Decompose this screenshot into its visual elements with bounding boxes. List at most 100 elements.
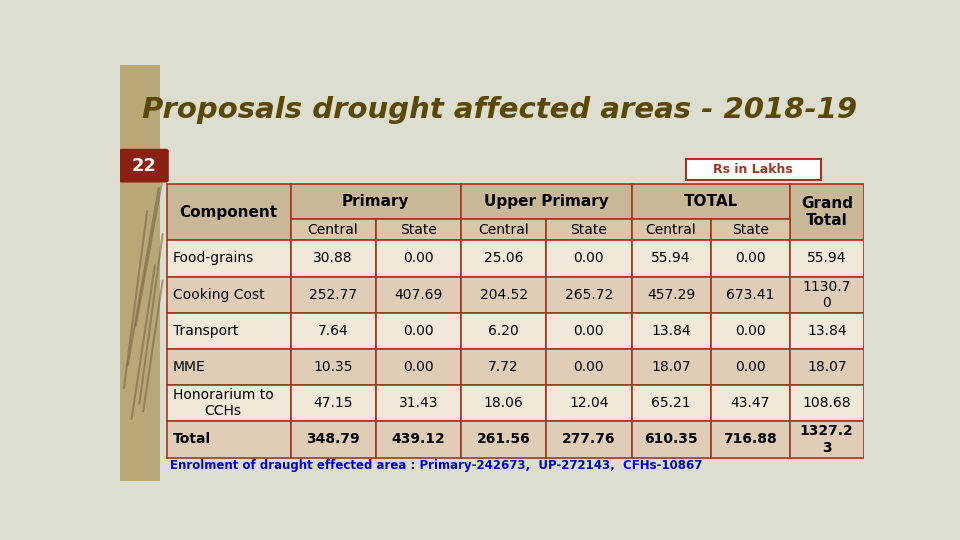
Bar — [291, 385, 375, 421]
Bar — [291, 184, 461, 219]
Text: Grand
Total: Grand Total — [801, 196, 852, 228]
Text: 7.72: 7.72 — [489, 360, 519, 374]
Bar — [291, 421, 375, 457]
Text: Central: Central — [646, 222, 696, 237]
Text: 261.56: 261.56 — [477, 433, 531, 447]
Bar — [789, 421, 864, 457]
Bar — [291, 349, 375, 385]
Text: 0.00: 0.00 — [573, 324, 604, 338]
Text: Total: Total — [173, 433, 211, 447]
Bar — [461, 219, 546, 240]
Text: Enrolment of draught effected area : Primary-242673,  UP-272143,  CFHs-10867: Enrolment of draught effected area : Pri… — [170, 459, 703, 472]
Text: 0.00: 0.00 — [403, 324, 434, 338]
Text: Central: Central — [308, 222, 358, 237]
Bar — [375, 385, 461, 421]
Text: Component: Component — [180, 205, 277, 220]
Text: 716.88: 716.88 — [723, 433, 777, 447]
Bar — [789, 240, 864, 276]
Bar — [166, 349, 291, 385]
Bar — [789, 276, 864, 313]
Bar — [461, 184, 632, 219]
Bar — [710, 349, 789, 385]
Text: 0.00: 0.00 — [734, 360, 765, 374]
Bar — [789, 349, 864, 385]
Text: 204.52: 204.52 — [480, 288, 528, 302]
Bar — [632, 276, 710, 313]
Text: 47.15: 47.15 — [313, 396, 353, 410]
Text: 7.64: 7.64 — [318, 324, 348, 338]
Bar — [291, 219, 375, 240]
Bar — [166, 385, 291, 421]
Text: 277.76: 277.76 — [563, 433, 615, 447]
Text: 0.00: 0.00 — [403, 252, 434, 266]
Bar — [166, 240, 291, 276]
Text: 25.06: 25.06 — [484, 252, 523, 266]
Text: 108.68: 108.68 — [803, 396, 852, 410]
Text: Upper Primary: Upper Primary — [484, 194, 609, 209]
Text: TOTAL: TOTAL — [684, 194, 737, 209]
Bar — [375, 349, 461, 385]
Bar — [632, 349, 710, 385]
Bar — [789, 313, 864, 349]
Text: State: State — [732, 222, 769, 237]
Bar — [120, 65, 160, 481]
Bar — [546, 349, 632, 385]
Bar — [710, 276, 789, 313]
Text: 6.20: 6.20 — [489, 324, 519, 338]
Text: State: State — [400, 222, 437, 237]
Text: Honorarium to
CCHs: Honorarium to CCHs — [173, 388, 274, 418]
Bar — [546, 385, 632, 421]
Text: 12.04: 12.04 — [569, 396, 609, 410]
Text: 673.41: 673.41 — [726, 288, 775, 302]
Text: 252.77: 252.77 — [309, 288, 357, 302]
Bar — [375, 313, 461, 349]
Text: 1327.2
3: 1327.2 3 — [800, 424, 853, 455]
Bar — [789, 385, 864, 421]
Text: 610.35: 610.35 — [644, 433, 698, 447]
Text: Food-grains: Food-grains — [173, 252, 254, 266]
Text: 31.43: 31.43 — [398, 396, 438, 410]
Text: Central: Central — [478, 222, 529, 237]
Bar — [166, 184, 291, 240]
Bar — [461, 240, 546, 276]
Text: 407.69: 407.69 — [395, 288, 443, 302]
Text: MME: MME — [173, 360, 205, 374]
Text: 55.94: 55.94 — [651, 252, 691, 266]
Bar — [461, 313, 546, 349]
Text: 265.72: 265.72 — [564, 288, 613, 302]
FancyBboxPatch shape — [120, 150, 168, 182]
Text: 457.29: 457.29 — [647, 288, 695, 302]
Text: Cooking Cost: Cooking Cost — [173, 288, 264, 302]
Bar — [710, 240, 789, 276]
Bar — [632, 385, 710, 421]
Bar — [461, 421, 546, 457]
Bar — [632, 313, 710, 349]
Bar — [632, 421, 710, 457]
Text: 0.00: 0.00 — [573, 360, 604, 374]
Text: 0.00: 0.00 — [734, 252, 765, 266]
Bar — [461, 349, 546, 385]
Text: 18.06: 18.06 — [484, 396, 523, 410]
Text: Proposals drought affected areas - 2018-19: Proposals drought affected areas - 2018-… — [142, 96, 857, 124]
Bar — [461, 385, 546, 421]
Text: 65.21: 65.21 — [651, 396, 691, 410]
Bar — [166, 421, 291, 457]
Bar — [375, 219, 461, 240]
Bar — [291, 276, 375, 313]
Bar — [789, 184, 864, 240]
Text: 30.88: 30.88 — [313, 252, 353, 266]
Bar — [461, 276, 546, 313]
Bar — [632, 219, 710, 240]
Bar — [632, 184, 789, 219]
Bar — [710, 385, 789, 421]
Text: 10.35: 10.35 — [313, 360, 353, 374]
Bar — [546, 240, 632, 276]
Bar — [546, 276, 632, 313]
Bar — [685, 159, 822, 180]
Text: 43.47: 43.47 — [731, 396, 770, 410]
Bar — [546, 421, 632, 457]
Text: Rs in Lakhs: Rs in Lakhs — [713, 163, 793, 176]
Text: 348.79: 348.79 — [306, 433, 360, 447]
Text: Primary: Primary — [342, 194, 410, 209]
Text: 22: 22 — [132, 157, 156, 174]
